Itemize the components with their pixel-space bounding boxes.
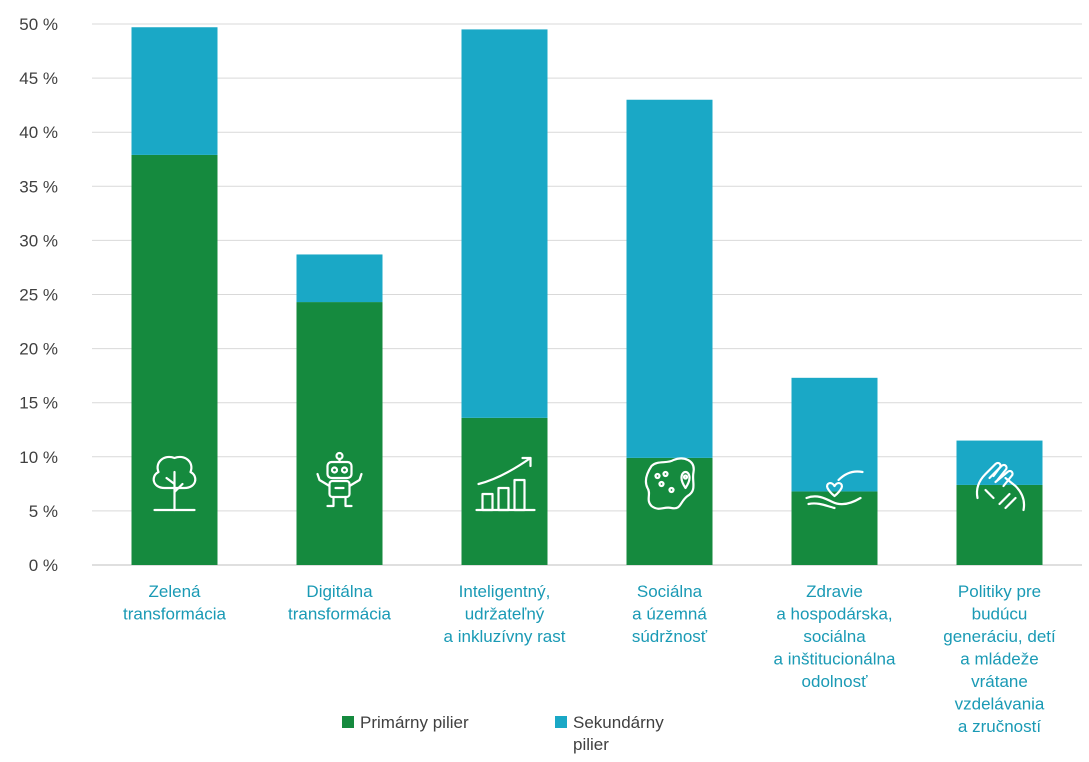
x-category-label: Digitálna xyxy=(306,582,373,601)
x-category-label: a inkluzívny rast xyxy=(444,627,566,646)
robot-icon xyxy=(316,451,363,508)
bar-primary xyxy=(626,457,713,565)
bar-primary xyxy=(956,484,1043,565)
legend-primary: Primárny pilier xyxy=(342,712,469,734)
tree-icon xyxy=(152,455,197,512)
y-tick-label: 35 % xyxy=(19,177,58,196)
legend-secondary-label: Sekundárny pilier xyxy=(573,712,664,756)
y-tick-label: 10 % xyxy=(19,448,58,467)
bars xyxy=(131,27,1043,565)
y-tick-label: 0 % xyxy=(29,556,58,575)
x-category-label: súdržnosť xyxy=(632,627,708,646)
x-category-label: a územná xyxy=(632,605,707,624)
x-category-label: Zelená xyxy=(149,582,202,601)
x-category-label: generáciu, detí xyxy=(943,627,1056,646)
x-category-label: vrátane xyxy=(971,672,1028,691)
bar-primary xyxy=(296,302,383,565)
x-category-label: Inteligentný, xyxy=(459,582,551,601)
y-tick-label: 50 % xyxy=(19,15,58,34)
x-category-label: Zdravie xyxy=(806,582,863,601)
x-category-label: transformácia xyxy=(123,605,227,624)
bar-secondary xyxy=(131,27,218,155)
bar-secondary xyxy=(461,29,548,418)
x-category-label: transformácia xyxy=(288,605,392,624)
y-tick-label: 45 % xyxy=(19,69,58,88)
y-tick-label: 25 % xyxy=(19,286,58,305)
legend-secondary-line-2: pilier xyxy=(573,735,609,754)
caring-hands-heart-icon xyxy=(805,470,864,510)
x-category-label: a inštitucionálna xyxy=(774,650,896,669)
y-tick-label: 20 % xyxy=(19,340,58,359)
x-category-label: udržateľný xyxy=(465,605,545,624)
y-tick-label: 15 % xyxy=(19,394,58,413)
legend-primary-label: Primárny pilier xyxy=(360,713,469,732)
y-tick-label: 40 % xyxy=(19,123,58,142)
legend-secondary-swatch xyxy=(555,715,567,728)
gridlines xyxy=(92,23,1082,566)
legend-secondary-line-1: Sekundárny xyxy=(573,713,664,732)
x-category-label: Politiky pre xyxy=(958,582,1041,601)
bar-secondary xyxy=(296,254,383,303)
y-axis-ticks: 0 % 5 % 10 % 15 % 20 % 25 % 30 % 35 % 40 % 45 % 50… xyxy=(19,15,58,575)
x-category-label: a hospodárska, xyxy=(776,605,892,624)
x-axis-labels: Zelená transformácia Digitálna transformáci… xyxy=(123,582,1056,736)
map-pin-icon xyxy=(644,457,695,510)
bar-secondary xyxy=(791,377,878,492)
x-category-label: Sociálna xyxy=(637,582,703,601)
x-category-label: odolnosť xyxy=(802,672,869,691)
x-category-label: a mládeže xyxy=(960,650,1038,669)
x-category-label: sociálna xyxy=(803,627,866,646)
bar-secondary xyxy=(626,99,713,458)
helping-hands-icon xyxy=(975,461,1026,512)
pillar-icons xyxy=(152,451,1026,512)
legend-secondary: Sekundárny pilier xyxy=(555,712,664,756)
x-category-label: budúcu xyxy=(972,605,1028,624)
bar-primary xyxy=(461,417,548,565)
y-tick-label: 30 % xyxy=(19,231,58,250)
x-category-label: vzdelávania xyxy=(955,695,1045,714)
x-category-label: a zručností xyxy=(958,717,1041,736)
growth-chart-icon xyxy=(475,456,536,512)
legend-primary-swatch xyxy=(342,715,354,728)
y-tick-label: 5 % xyxy=(29,502,58,521)
